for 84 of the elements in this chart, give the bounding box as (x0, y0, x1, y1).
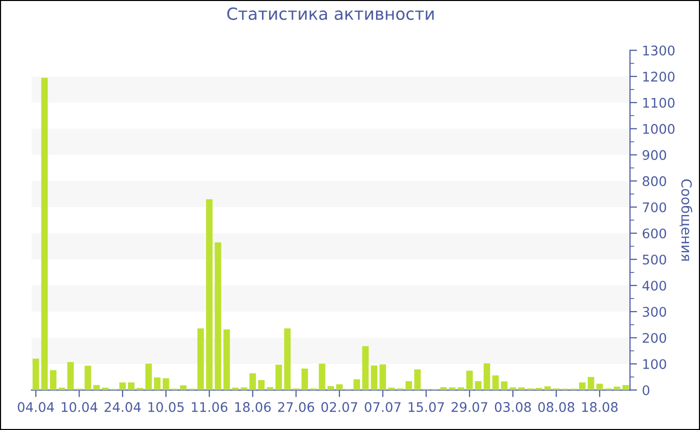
bar (240, 387, 248, 390)
bar (380, 364, 386, 390)
bar (492, 375, 499, 390)
bar (301, 368, 308, 390)
x-tick-label: 18.06 (235, 402, 271, 412)
bar (249, 373, 256, 390)
y-tick-label: 1200 (643, 72, 675, 82)
y-tick-label: 900 (642, 150, 666, 160)
bar (84, 366, 92, 390)
bar (440, 387, 447, 390)
y-tick-label: 200 (642, 332, 666, 343)
y-tick-label: 500 (642, 254, 666, 265)
y-axis-title: Сообщения (680, 179, 692, 261)
bar (318, 364, 326, 390)
bar (596, 384, 603, 390)
bar (119, 382, 126, 390)
bar (414, 369, 421, 390)
x-tick-label: 29.07 (452, 402, 488, 412)
y-tick-label: 1300 (643, 46, 675, 56)
bar (32, 358, 40, 390)
x-tick-label: 08.08 (538, 402, 574, 412)
bar (284, 328, 291, 390)
bar (518, 387, 525, 390)
bar (510, 387, 516, 390)
bar (406, 381, 412, 390)
bar (145, 364, 152, 390)
bar (544, 386, 551, 390)
bar (448, 387, 456, 390)
bar (93, 385, 100, 390)
x-tick-label: 03.08 (494, 402, 531, 412)
bar (67, 362, 74, 390)
bar (622, 385, 629, 390)
x-tick-label: 18.08 (582, 402, 618, 412)
bar (336, 384, 343, 390)
x-tick-label: 07.07 (364, 402, 401, 412)
bar (50, 370, 56, 390)
y-tick-label: 600 (642, 228, 666, 238)
bar (466, 370, 473, 390)
x-tick-label: 02.07 (321, 402, 358, 412)
bar (614, 386, 620, 390)
bar (223, 329, 230, 390)
bar (197, 328, 204, 390)
x-tick-label: 15.07 (408, 402, 444, 412)
bar (370, 365, 378, 390)
y-tick-label: 700 (642, 202, 666, 212)
y-tick-label: 400 (642, 280, 666, 291)
bar (484, 363, 490, 390)
bar (58, 388, 66, 390)
bar (388, 388, 395, 390)
x-tick-label: 10.05 (148, 402, 184, 412)
y-tick-label: 1100 (643, 98, 675, 108)
bar (458, 387, 464, 390)
y-tick-label: 100 (643, 359, 666, 370)
bar (102, 388, 108, 390)
bar (474, 381, 482, 390)
bar (41, 78, 48, 390)
bar (536, 388, 542, 390)
bar (128, 382, 135, 390)
bar (214, 242, 222, 390)
y-tick-label: 1000 (643, 124, 675, 134)
bar (500, 381, 508, 390)
bar (588, 376, 594, 390)
bar (136, 388, 144, 390)
x-tick-label: 10.04 (62, 402, 98, 412)
x-tick-label: 24.04 (104, 402, 141, 412)
bar (258, 380, 265, 390)
bar (266, 387, 274, 390)
bar (162, 378, 170, 390)
y-tick-label: 300 (642, 306, 666, 317)
bar (275, 364, 282, 390)
y-tick-label: 0 (642, 385, 650, 396)
chart-title: Статистика активности (227, 7, 434, 20)
bar (362, 346, 369, 390)
bar (579, 382, 586, 390)
bar (327, 386, 334, 390)
bar (206, 199, 213, 390)
bar (232, 388, 239, 390)
x-tick-label: 04.04 (18, 402, 54, 412)
bar (180, 385, 187, 390)
bar (354, 379, 360, 390)
bar (154, 377, 161, 390)
x-tick-label: 27.06 (278, 402, 314, 412)
y-tick-label: 800 (642, 176, 666, 186)
x-tick-label: 11.06 (192, 402, 228, 412)
